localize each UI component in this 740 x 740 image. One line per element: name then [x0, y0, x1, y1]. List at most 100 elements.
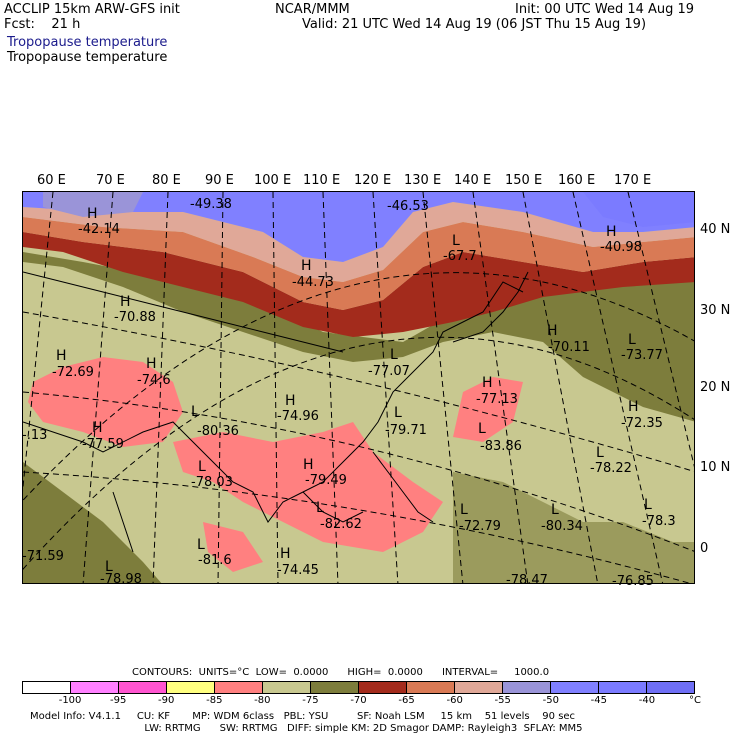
lon-label: 140 E — [454, 173, 492, 188]
pressure-center-marker: L — [551, 502, 559, 518]
value-label: -80.34 — [541, 519, 583, 534]
lon-label: 80 E — [152, 173, 181, 188]
colorbar-tick-label: °C — [689, 695, 701, 706]
colorbar-swatch — [215, 682, 263, 693]
colorbar-tick-label: -55 — [494, 695, 511, 706]
pressure-center-marker: H — [146, 356, 157, 372]
pressure-center-marker: L — [191, 404, 199, 420]
colorbar-tick-label: -65 — [398, 695, 415, 706]
pressure-center-marker: L — [394, 405, 402, 421]
colorbar-swatch — [167, 682, 215, 693]
model-title: ACCLIP 15km ARW-GFS init — [4, 2, 180, 17]
value-label: -83.86 — [480, 439, 522, 454]
value-label: -42.14 — [78, 222, 120, 237]
pressure-center-marker: H — [120, 294, 131, 310]
pressure-center-marker: L — [390, 347, 398, 363]
lon-label: 90 E — [205, 173, 234, 188]
value-label: -78.3 — [642, 514, 676, 529]
field-title-contour: Tropopause temperature — [7, 50, 168, 65]
value-label: -81.6 — [198, 553, 232, 568]
colorbar-tick-label: -85 — [206, 695, 223, 706]
pressure-center-marker: L — [198, 459, 206, 475]
colorbar-tick-label: -100 — [58, 695, 82, 706]
colorbar-swatch — [455, 682, 503, 693]
value-label: -79.71 — [385, 423, 427, 438]
lon-label: 170 E — [614, 173, 652, 188]
value-label: -.13 — [22, 428, 48, 443]
lat-label: 10 N — [700, 460, 731, 475]
pressure-center-marker: L — [644, 497, 652, 513]
colorbar-swatch — [647, 682, 694, 693]
value-label: -44.73 — [292, 275, 334, 290]
colorbar-tick-label: -90 — [158, 695, 175, 706]
value-label: -67.7 — [443, 249, 477, 264]
colorbar-swatch — [119, 682, 167, 693]
lon-label: 150 E — [505, 173, 543, 188]
valid-time: Valid: 21 UTC Wed 14 Aug 19 (06 JST Thu … — [302, 17, 647, 32]
pressure-center-marker: L — [452, 233, 460, 249]
pressure-center-marker: H — [56, 348, 67, 364]
colorbar-tick-label: -75 — [302, 695, 319, 706]
colorbar-tick-label: -80 — [254, 695, 271, 706]
colorbar-swatch — [599, 682, 647, 693]
field-title-shaded: Tropopause temperature — [7, 35, 168, 50]
value-label: -46.53 — [387, 199, 429, 214]
value-label: -49.38 — [190, 197, 232, 212]
pressure-center-marker: L — [460, 502, 468, 518]
value-label: -80.36 — [197, 424, 239, 439]
lat-label: 30 N — [700, 303, 731, 318]
value-label: -82.62 — [320, 517, 362, 532]
value-label: -78.47 — [506, 573, 548, 588]
pressure-center-marker: L — [628, 332, 636, 348]
colorbar-tick-label: -70 — [350, 695, 367, 706]
model-info: Model Info: V4.1.1 CU: KF MP: WDM 6class… — [30, 711, 583, 734]
colorbar-tick-label: -45 — [590, 695, 608, 706]
value-label: -72.79 — [459, 519, 501, 534]
pressure-center-marker: H — [482, 375, 493, 391]
colorbar-swatch — [263, 682, 311, 693]
colorbar-swatch — [71, 682, 119, 693]
value-label: -78.03 — [191, 475, 233, 490]
colorbar-swatch — [359, 682, 407, 693]
contour-info: CONTOURS: UNITS=°C LOW= 0.0000 HIGH= 0.0… — [132, 667, 550, 678]
colorbar-tick-label: -40 — [638, 695, 656, 706]
pressure-center-marker: H — [301, 258, 312, 274]
value-label: -74.6 — [137, 373, 171, 388]
value-label: -40.98 — [600, 240, 642, 255]
colorbar-swatch — [503, 682, 551, 693]
lat-label: 20 N — [700, 380, 731, 395]
value-label: -72.35 — [621, 416, 663, 431]
pressure-center-marker: L — [596, 445, 604, 461]
lon-label: 130 E — [404, 173, 442, 188]
value-label: -79.49 — [305, 473, 347, 488]
init-time: Init: 00 UTC Wed 14 Aug 19 — [515, 2, 695, 17]
colorbar-tick-label: -60 — [446, 695, 463, 706]
colorbar — [22, 681, 695, 694]
value-label: -71.59 — [22, 549, 64, 564]
colorbar-tick-label: -95 — [109, 695, 127, 706]
pressure-center-marker: L — [316, 500, 324, 516]
value-label: -78.22 — [590, 461, 632, 476]
colorbar-swatch — [551, 682, 599, 693]
colorbar-tick-label: -50 — [542, 695, 559, 706]
pressure-center-marker: H — [87, 206, 98, 222]
lat-label: 40 N — [700, 222, 731, 237]
pressure-center-marker: L — [105, 559, 113, 575]
value-label: -78.98 — [100, 572, 142, 587]
pressure-center-marker: H — [285, 393, 296, 409]
value-label: -77.13 — [476, 392, 518, 407]
value-label: -72.69 — [52, 365, 94, 380]
value-label: -77.59 — [82, 437, 124, 452]
pressure-center-marker: L — [197, 537, 205, 553]
lon-label: 110 E — [303, 173, 341, 188]
lon-label: 100 E — [254, 173, 292, 188]
value-label: -70.88 — [114, 310, 156, 325]
lat-label: 0 — [700, 541, 709, 556]
lon-label: 60 E — [37, 173, 66, 188]
tropopause-temperature-map — [22, 191, 695, 584]
value-label: -77.07 — [368, 364, 410, 379]
pressure-center-marker: H — [92, 420, 103, 436]
lon-label: 120 E — [354, 173, 392, 188]
value-label: -76.85 — [612, 574, 654, 589]
lon-label: 160 E — [558, 173, 596, 188]
